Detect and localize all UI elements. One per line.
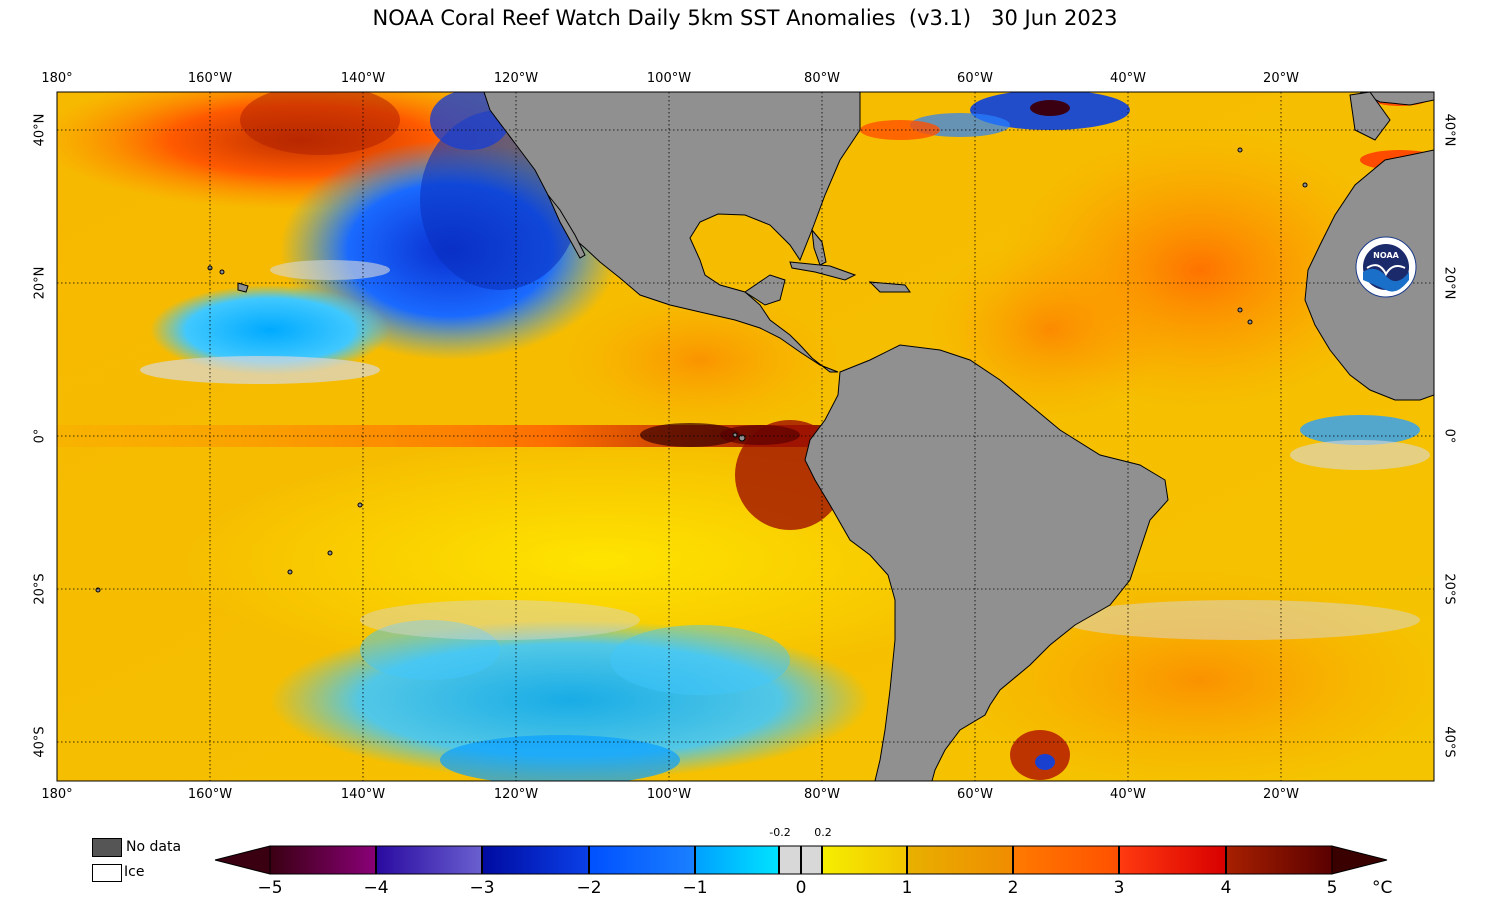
graticule: [57, 92, 1434, 781]
colorbar-min-arrow: [214, 845, 271, 875]
colorbar-dividers: [375, 846, 1227, 874]
no-data-swatch: [92, 838, 122, 857]
lon-tick-bottom: 160°W: [187, 787, 233, 802]
lat-tick-left: 40°N: [32, 113, 48, 147]
svg-text:NOAA: NOAA: [1373, 251, 1399, 260]
colorbar-tick-label: 0: [795, 878, 807, 898]
map-ocean-layer: [57, 92, 1434, 781]
colorbar-max-arrow: [1331, 845, 1388, 875]
lon-tick-bottom: 20°W: [1263, 787, 1299, 802]
lon-tick-top: 60°W: [957, 71, 993, 86]
lat-tick-left: 40°S: [32, 726, 48, 758]
lon-tick-top: 40°W: [1110, 71, 1146, 86]
lat-tick-right: 20°N: [1441, 266, 1457, 300]
lon-tick-top: 100°W: [646, 71, 692, 86]
lat-tick-right: 0°: [1441, 428, 1457, 444]
lat-tick-right: 20°S: [1441, 573, 1457, 605]
no-data-label: No data: [126, 839, 182, 855]
lon-tick-top: 180°: [41, 71, 73, 86]
colorbar-tick-label: −3: [469, 878, 495, 898]
colorbar-tick-label: −1: [682, 878, 708, 898]
ice-label: Ice: [124, 864, 145, 880]
lat-tick-right: 40°N: [1441, 113, 1457, 147]
colorbar-neutral-high-label: 0.2: [814, 826, 832, 839]
lon-tick-top: 160°W: [187, 71, 233, 86]
colorbar-tick-label: −2: [576, 878, 602, 898]
lon-tick-bottom: 40°W: [1110, 787, 1146, 802]
colorbar-tick-label: −5: [257, 878, 283, 898]
lat-tick-left: 20°N: [32, 266, 48, 300]
lat-tick-left: 20°S: [32, 573, 48, 605]
noaa-logo: NOAA: [1355, 236, 1417, 298]
colorbar: [214, 845, 1388, 875]
lat-tick-left: 0°: [32, 428, 48, 444]
colorbar-unit-label: °C: [1372, 878, 1393, 898]
lon-tick-bottom: 100°W: [646, 787, 692, 802]
lon-tick-top: 80°W: [804, 71, 840, 86]
lat-tick-right: 40°S: [1441, 726, 1457, 758]
ice-swatch: [92, 864, 122, 882]
colorbar-tick-label: 1: [901, 878, 913, 898]
colorbar-neutral-low-label: -0.2: [769, 826, 791, 839]
map-title: NOAA Coral Reef Watch Daily 5km SST Anom…: [372, 6, 1118, 30]
colorbar-tick-label: 5: [1326, 878, 1338, 898]
lon-tick-bottom: 120°W: [493, 787, 539, 802]
colorbar-tick-label: −4: [363, 878, 389, 898]
lon-tick-top: 20°W: [1263, 71, 1299, 86]
colorbar-tick-label: 2: [1007, 878, 1019, 898]
colorbar-tick-label: 4: [1220, 878, 1232, 898]
lon-tick-bottom: 180°: [41, 787, 73, 802]
lon-tick-bottom: 60°W: [957, 787, 993, 802]
lon-tick-bottom: 80°W: [804, 787, 840, 802]
colorbar-tick-label: 3: [1113, 878, 1125, 898]
lon-tick-bottom: 140°W: [340, 787, 386, 802]
lon-tick-top: 120°W: [493, 71, 539, 86]
map-frame: [56, 91, 1435, 782]
lon-tick-top: 140°W: [340, 71, 386, 86]
